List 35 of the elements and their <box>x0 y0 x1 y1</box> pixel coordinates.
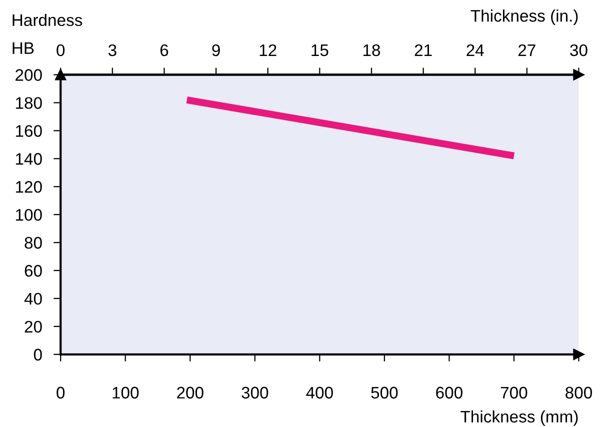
y-tick-label: 200 <box>16 69 42 81</box>
x-tick-label: 700 <box>500 386 528 399</box>
x2-tick-label: 21 <box>414 44 432 56</box>
y-tick-label: 100 <box>16 208 42 221</box>
y-tick-label: 80 <box>24 236 42 249</box>
x-tick-label: 100 <box>112 386 139 399</box>
x-tick-label: 0 <box>56 386 65 399</box>
x2-tick-label: 15 <box>312 44 328 56</box>
y-tick-label: 180 <box>16 97 42 109</box>
x-tick-label: 500 <box>371 386 398 399</box>
x2-tick-label: 6 <box>160 44 168 56</box>
x-axis-title: Thickness (mm) <box>460 410 578 426</box>
y-tick-label: 120 <box>16 181 42 193</box>
y-tick-label: 140 <box>16 153 42 165</box>
x2-tick-label: 24 <box>466 44 484 56</box>
x2-tick-label: 9 <box>212 44 220 56</box>
x-tick-label: 800 <box>566 386 592 399</box>
x-tick-label: 600 <box>436 386 462 399</box>
y-axis-title: Hardness <box>12 14 82 26</box>
x2-tick-label: 0 <box>56 44 65 56</box>
y-tick-label: 0 <box>34 348 42 361</box>
x2-tick-label: 18 <box>363 44 380 56</box>
y-tick-label: 20 <box>24 320 42 333</box>
x2-tick-label: 30 <box>570 44 588 56</box>
text: HB <box>12 42 34 54</box>
x2-tick-label: 12 <box>260 44 276 56</box>
x-tick-label: 200 <box>177 386 204 399</box>
y-tick-label: 60 <box>24 264 42 277</box>
x-tick-label: 300 <box>242 386 268 399</box>
y-tick-label: 40 <box>24 292 42 305</box>
y-tick-label: 160 <box>16 125 42 137</box>
x2-axis-title: Thickness (in.) <box>470 10 578 26</box>
x-tick-label: 400 <box>306 386 333 399</box>
x2-tick-label: 27 <box>518 44 536 56</box>
x2-tick-label: 3 <box>108 44 116 56</box>
